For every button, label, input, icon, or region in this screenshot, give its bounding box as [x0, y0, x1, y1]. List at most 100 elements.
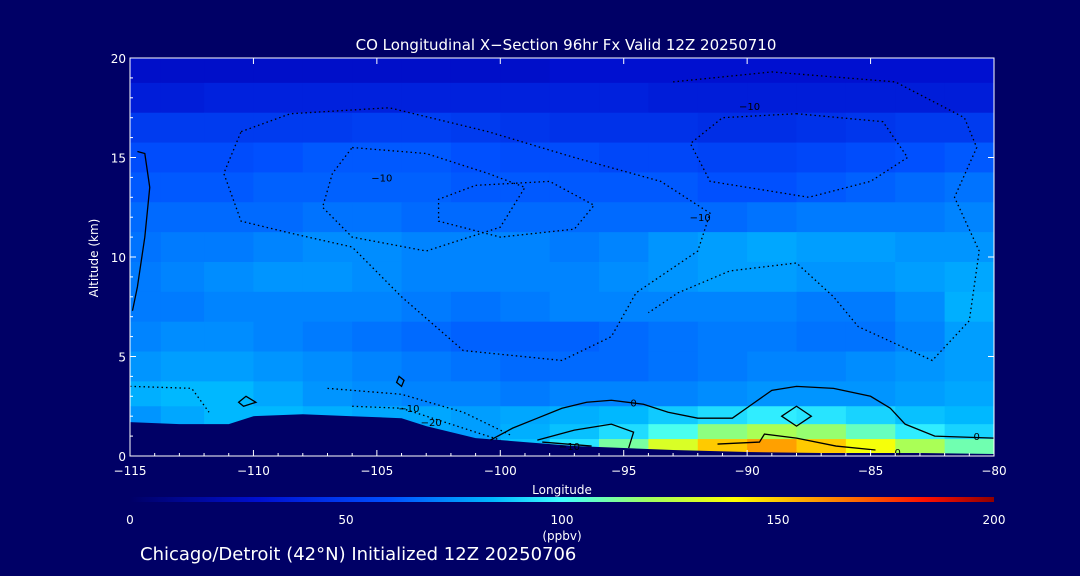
heatmap-cell — [204, 202, 254, 233]
heatmap-cell — [845, 142, 896, 173]
heatmap-cell — [302, 381, 353, 407]
y-tick-label: 15 — [111, 152, 126, 166]
heatmap-cell — [944, 82, 994, 114]
heatmap-cell — [302, 142, 353, 173]
heatmap-cell — [253, 381, 304, 407]
heatmap-cell — [697, 406, 748, 425]
heatmap-cell — [845, 82, 896, 114]
x-tick-label: −110 — [237, 464, 270, 478]
heatmap-cell — [352, 202, 403, 233]
heatmap-cell — [549, 406, 600, 425]
heatmap-cell — [500, 232, 551, 263]
caption: Chicago/Detroit (42°N) Initialized 12Z 2… — [140, 544, 576, 565]
heatmap-cell — [895, 202, 946, 233]
contour-label: −10 — [559, 442, 580, 453]
heatmap-cell — [549, 424, 600, 440]
heatmap-cell — [352, 261, 403, 293]
heatmap-cell — [302, 261, 353, 293]
heatmap-cell — [253, 351, 304, 382]
heatmap-cell — [895, 58, 946, 84]
heatmap-cell — [352, 381, 403, 407]
colorbar-tick-label: 100 — [551, 513, 574, 527]
heatmap-cell — [895, 112, 946, 144]
heatmap-cell — [204, 82, 254, 114]
heatmap-cell — [253, 321, 304, 353]
heatmap-cell — [450, 406, 501, 425]
contour-line — [717, 433, 876, 451]
heatmap-cell — [549, 142, 600, 173]
heatmap-cell — [352, 142, 403, 173]
negative-contour-line — [352, 405, 501, 441]
heatmap-cell — [747, 406, 798, 425]
heatmap-cell — [302, 321, 353, 353]
colorbar-tick-label: 0 — [126, 513, 134, 527]
heatmap-cell — [796, 232, 847, 263]
heatmap-cell — [253, 261, 304, 293]
heatmap-cell — [747, 351, 798, 382]
heatmap-cell — [500, 142, 551, 173]
x-tick-label: −100 — [484, 464, 517, 478]
heatmap-cell — [697, 232, 748, 263]
heatmap-cell — [130, 321, 162, 353]
heatmap-cell — [599, 172, 649, 203]
x-axis: −115 −110 −105 −100 −95 −90 −85 −80 — [114, 58, 1007, 478]
heatmap-cell — [450, 112, 501, 144]
heatmap-cell — [944, 381, 994, 407]
heatmap-cell — [302, 232, 353, 263]
heatmap-cell — [648, 232, 699, 263]
heatmap-cell — [697, 172, 748, 203]
heatmap-cell — [160, 172, 205, 203]
heatmap-cell — [500, 321, 551, 353]
heatmap-cell — [204, 381, 254, 407]
heatmap-cell — [130, 406, 162, 425]
heatmap-cell — [450, 261, 501, 293]
heatmap-cell — [599, 232, 649, 263]
heatmap-cell — [697, 142, 748, 173]
heatmap-cell — [895, 439, 946, 456]
heatmap-cell — [697, 82, 748, 114]
heatmap-cell — [796, 424, 847, 440]
heatmap-cell — [549, 82, 600, 114]
heatmap-cell — [599, 142, 649, 173]
x-axis-label: Longitude — [532, 483, 592, 497]
x-tick-label: −115 — [114, 464, 147, 478]
colorbar-tick-label: 150 — [767, 513, 790, 527]
heatmap-cell — [549, 232, 600, 263]
heatmap-cell — [500, 291, 551, 323]
heatmap-cell — [944, 424, 994, 440]
heatmap-cell — [845, 291, 896, 323]
heatmap-cell — [697, 58, 748, 84]
contour-line — [131, 150, 151, 311]
heatmap-cell — [160, 261, 205, 293]
heatmap-cell — [549, 261, 600, 293]
heatmap-cell — [253, 172, 304, 203]
heatmap-cell — [599, 261, 649, 293]
chart-title: CO Longitudinal X−Section 96hr Fx Valid … — [356, 36, 777, 54]
heatmap-cell — [944, 112, 994, 144]
heatmap-cell — [401, 58, 452, 84]
heatmap-cell — [160, 142, 205, 173]
heatmap-cell — [401, 82, 452, 114]
heatmap-cell — [549, 112, 600, 144]
heatmap-cell — [401, 351, 452, 382]
heatmap-cell — [160, 232, 205, 263]
heatmap-cell — [895, 381, 946, 407]
heatmap-cell — [796, 112, 847, 144]
heatmap-cell — [450, 142, 501, 173]
heatmap-cell — [648, 351, 699, 382]
heatmap-cell — [895, 261, 946, 293]
contour-lines — [130, 71, 994, 451]
heatmap-cell — [450, 172, 501, 203]
heatmap-cell — [599, 351, 649, 382]
heatmap-cell — [599, 321, 649, 353]
heatmap-cell — [253, 142, 304, 173]
heatmap-cell — [549, 381, 600, 407]
heatmap-cell — [450, 381, 501, 407]
heatmap-cell — [352, 351, 403, 382]
heatmap-cell — [648, 112, 699, 144]
heatmap-cell — [302, 351, 353, 382]
heatmap-cell — [352, 82, 403, 114]
negative-contour-line — [223, 107, 711, 362]
